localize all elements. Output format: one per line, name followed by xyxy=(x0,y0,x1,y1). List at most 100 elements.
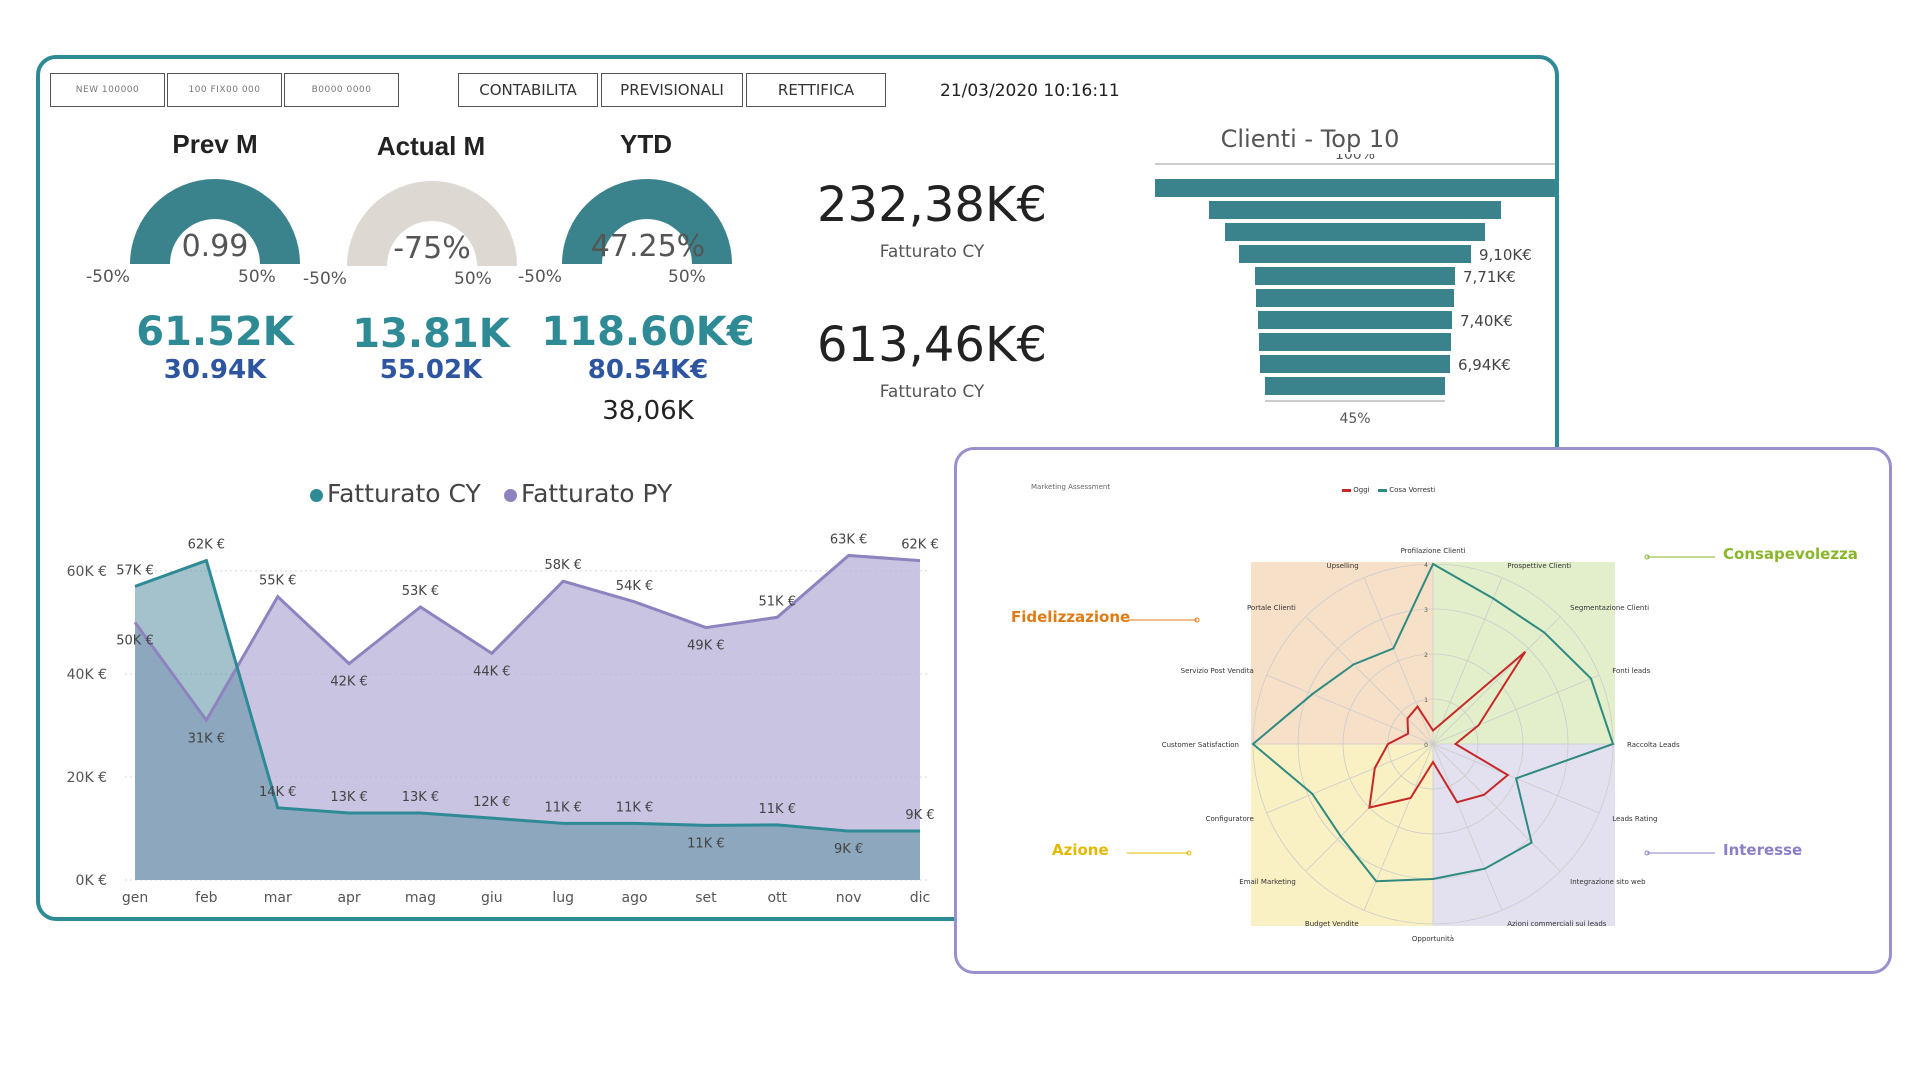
x-tick-label: apr xyxy=(337,890,360,906)
funnel-bar xyxy=(1259,333,1451,351)
connector-consapevolezza-dot xyxy=(1644,554,1650,560)
radar-spoke xyxy=(1363,743,1434,911)
radar-axis-label: Budget Vendite xyxy=(1305,920,1359,928)
data-label-py: 42K € xyxy=(330,675,367,690)
funnel-bar-label: 6,94K€ xyxy=(1458,356,1511,374)
funnel-top-label: 100% xyxy=(1335,154,1375,163)
x-tick-label: feb xyxy=(195,890,218,906)
data-label-py: 44K € xyxy=(473,664,510,679)
radar-axis-label: Upselling xyxy=(1327,562,1359,570)
radar-spoke xyxy=(1432,674,1600,745)
y-tick-label: 20K € xyxy=(67,770,107,786)
radar-scale-label: 0 xyxy=(1424,742,1428,749)
funnel-bar xyxy=(1209,201,1501,219)
gauge-title-ytd: YTD xyxy=(620,129,672,159)
radar-axis-label: Configuratore xyxy=(1206,815,1254,823)
y-tick-label: 0K € xyxy=(76,873,107,889)
quadrant-label-consapevolezza: Consapevolezza xyxy=(1723,545,1858,563)
gauge-ytd xyxy=(562,179,732,264)
actual-m-sub-value: 55.02K xyxy=(379,355,483,385)
area-fatturato-cy xyxy=(135,560,920,880)
radar-spoke xyxy=(1432,616,1561,745)
radar-axis-label: Servizio Post Vendita xyxy=(1181,667,1254,675)
nav-button-2[interactable]: 100 FIX00 000 xyxy=(167,73,282,107)
radar-axis-label: Integrazione sito web xyxy=(1570,878,1646,886)
radar-legend-oggi: Oggi xyxy=(1342,486,1370,494)
legend-dot-py xyxy=(504,488,517,502)
radar-axis-label: Leads Rating xyxy=(1612,815,1657,823)
gauge-min-ytd: -50% xyxy=(518,267,562,287)
data-label-cy: 11K € xyxy=(687,836,724,851)
data-label-py: 62K € xyxy=(901,538,938,553)
data-label-cy: 11K € xyxy=(544,800,581,815)
funnel-bar xyxy=(1155,179,1555,197)
marketing-assessment-panel: Marketing Assessment Oggi Cosa Vorresti … xyxy=(954,447,1892,974)
funnel-bar xyxy=(1255,267,1455,285)
data-label-cy: 11K € xyxy=(616,800,653,815)
data-label-cy: 14K € xyxy=(259,785,296,800)
legend-fatturato-cy: Fatturato CY xyxy=(310,479,481,508)
nav-button-3[interactable]: B0000 0000 xyxy=(284,73,399,107)
x-tick-label: lug xyxy=(552,890,574,906)
radar-legend-vorresti: Cosa Vorresti xyxy=(1378,486,1435,494)
nav-button-1[interactable]: NEW 100000 xyxy=(50,73,165,107)
nav-button-contabilita[interactable]: CONTABILITA xyxy=(458,73,598,107)
quadrant-label-fidelizzazione: Fidelizzazione xyxy=(1011,608,1131,626)
data-label-py: 50K € xyxy=(116,633,153,648)
radar-series-oggi xyxy=(1368,650,1527,809)
radar-scale-label: 2 xyxy=(1424,652,1428,659)
radar-axis-label: Profilazione Clienti xyxy=(1401,547,1466,555)
legend-label-cy: Fatturato CY xyxy=(327,479,481,508)
radar-scale-label: 1 xyxy=(1424,697,1428,704)
data-label-cy: 62K € xyxy=(188,538,225,553)
y-tick-label: 40K € xyxy=(67,667,107,683)
kpi-caption-1: Fatturato CY xyxy=(879,242,985,262)
x-tick-label: set xyxy=(695,890,717,906)
nav-button-previsionali[interactable]: PREVISIONALI xyxy=(601,73,743,107)
quadrant-label-azione: Azione xyxy=(1052,841,1109,859)
kpi-fatturato-cy-1: 232,38K€ xyxy=(817,177,1047,233)
funnel-bar xyxy=(1225,223,1485,241)
data-label-py: 31K € xyxy=(188,731,225,746)
legend-swatch-vorresti xyxy=(1378,488,1387,492)
gauge-value-ytd: 47.25% xyxy=(590,229,706,264)
radar-axis-label: Email Marketing xyxy=(1239,878,1296,886)
radar-scale-label: 4 xyxy=(1424,562,1428,569)
fatturato-area-chart: 0K € 20K € 40K € 60K € 50K € 31K € 55K € 42K € 5… xyxy=(67,532,939,906)
datetime-label: 21/03/2020 10:16:11 xyxy=(940,81,1120,101)
legend-dot-cy xyxy=(310,488,323,502)
nav-button-rettifica[interactable]: RETTIFICA xyxy=(746,73,886,107)
data-label-cy: 57K € xyxy=(116,563,153,578)
connector-azione-dot xyxy=(1186,850,1192,856)
data-label-cy: 13K € xyxy=(402,790,439,805)
gauge-max-actual-m: 50% xyxy=(454,269,492,289)
ytd-extra-value: 38,06K xyxy=(602,396,694,426)
funnel-bar-label: 7,40K€ xyxy=(1460,312,1513,330)
funnel-bar xyxy=(1239,245,1471,263)
radar-axis-label: Portale Clienti xyxy=(1247,604,1296,612)
radar-spoke xyxy=(1305,616,1434,745)
radar-spoke xyxy=(1432,577,1503,745)
legend-text-oggi: Oggi xyxy=(1353,486,1370,494)
x-tick-label: mar xyxy=(264,890,292,906)
gauge-min-prev-m: -50% xyxy=(86,267,130,287)
radar-spoke xyxy=(1432,743,1503,911)
data-label-py: 53K € xyxy=(402,584,439,599)
data-label-py: 58K € xyxy=(544,558,581,573)
funnel-bar xyxy=(1258,311,1452,329)
kpi-fatturato-cy-2: 613,46K€ xyxy=(817,317,1047,373)
gauge-title-prev-m: Prev M xyxy=(172,129,258,159)
data-label-py: 63K € xyxy=(830,532,867,547)
radar-spoke xyxy=(1266,743,1434,814)
data-label-cy: 13K € xyxy=(330,790,367,805)
ytd-sub-value: 80.54K€ xyxy=(587,355,709,385)
gauge-actual-m xyxy=(347,181,517,266)
gauge-max-prev-m: 50% xyxy=(238,267,276,287)
gauge-value-prev-m: 0.99 xyxy=(181,229,249,264)
radar-axis-label: Fonti leads xyxy=(1612,667,1650,675)
radar-series-cosa-vorresti xyxy=(1251,562,1615,883)
line-fatturato-py xyxy=(133,553,921,724)
kpi-caption-2: Fatturato CY xyxy=(879,382,985,402)
radar-chart: Profilazione Clienti Prospettive Clienti S… xyxy=(1127,547,1715,943)
data-label-cy: 9K € xyxy=(834,842,863,857)
